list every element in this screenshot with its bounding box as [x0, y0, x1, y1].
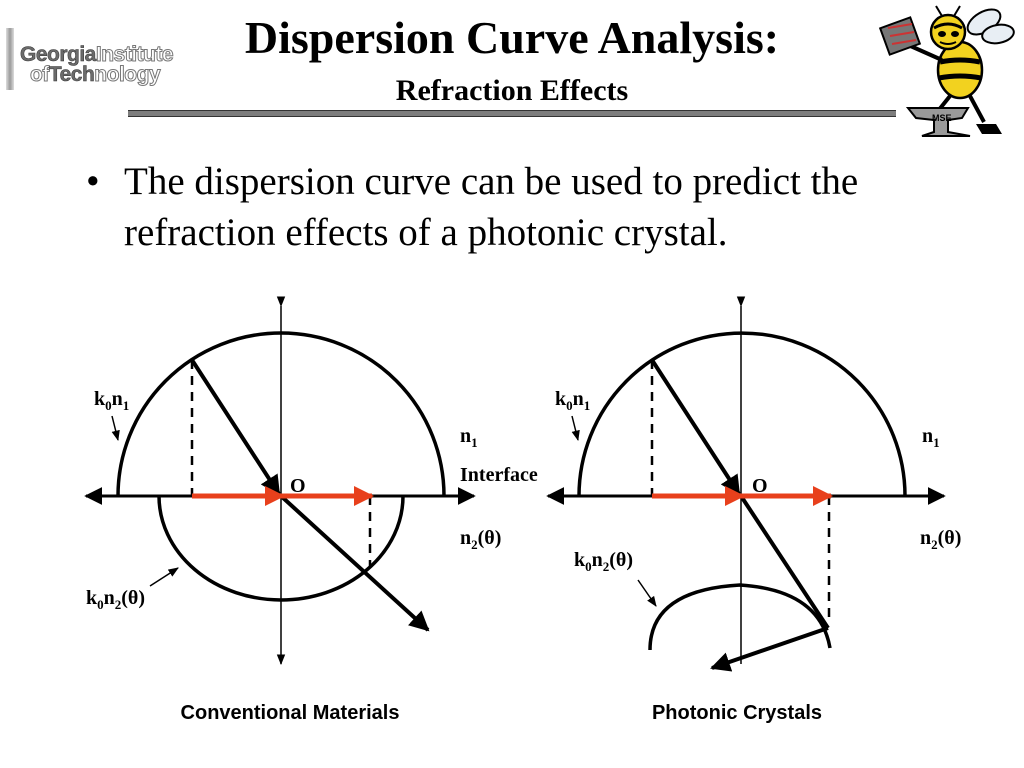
mascot-badge: MSE: [932, 113, 952, 123]
k0n1-pointer: [111, 415, 120, 442]
bullet-marker: •: [86, 160, 100, 203]
bullet-text: The dispersion curve can be used to pred…: [124, 160, 859, 254]
logo-word-institute: Institute: [95, 43, 174, 66]
logo-word-nology: nology: [94, 63, 161, 86]
logo-line-2: ofTechnology: [30, 63, 162, 86]
title-divider: [128, 110, 896, 117]
label-k0n1: k0n1: [94, 388, 129, 413]
label-k0n1-right: k0n1: [555, 388, 590, 413]
page-subtitle: Refraction Effects: [395, 74, 629, 107]
caption-conventional-materials: Conventional Materials: [180, 702, 400, 724]
label-n2-theta: n2(θ): [460, 527, 501, 552]
incident-ray: [190, 358, 281, 496]
k0n2-dispersion-curve: [648, 583, 832, 651]
k0n1-circle: [116, 331, 446, 497]
label-origin-right: O: [752, 475, 768, 497]
logo-bar: [6, 28, 14, 90]
label-n2-theta-right: n2(θ): [920, 527, 961, 552]
label-k0n2-theta-right: k0n2(θ): [574, 549, 633, 574]
logo-word-of: of: [30, 63, 50, 86]
incident-ray-right: [650, 358, 741, 496]
label-interface: Interface: [460, 464, 538, 486]
logo-word-georgia: Georgia: [20, 43, 97, 66]
k0n2-pointer-right: [637, 579, 657, 607]
yellow-jacket-mascot-icon: MSE: [878, 5, 1015, 137]
label-k0n2-theta: k0n2(θ): [86, 587, 145, 612]
label-n1-right: n1: [922, 425, 940, 450]
caption-photonic-crystals: Photonic Crystals: [651, 702, 823, 724]
refracted-ray: [279, 494, 430, 632]
page-title: Dispersion Curve Analysis:: [244, 12, 780, 63]
k0n1-circle-right: [577, 331, 907, 497]
logo-word-tech: Tech: [48, 63, 95, 86]
label-n1: n1: [460, 425, 478, 450]
group-velocity-ray-right: [710, 626, 829, 672]
k0n2-pointer: [149, 567, 179, 587]
refraction-diagram: k0n1 n1 Interface O n2(θ) k0n2(θ) k0n1 n…: [84, 296, 961, 672]
k0n2-circle: [157, 495, 405, 602]
photonic-crystals-diagram: k0n1 n1 O n2(θ) k0n2(θ): [546, 296, 961, 672]
label-origin: O: [290, 475, 306, 497]
logo-line-1: GeorgiaInstitute: [20, 43, 174, 66]
k0n1-pointer-right: [571, 415, 580, 442]
conventional-materials-diagram: k0n1 n1 Interface O n2(θ) k0n2(θ): [84, 296, 538, 666]
wavevector-ray-right: [739, 494, 830, 630]
georgia-tech-logo: GeorgiaInstitute ofTechnology: [6, 26, 216, 98]
